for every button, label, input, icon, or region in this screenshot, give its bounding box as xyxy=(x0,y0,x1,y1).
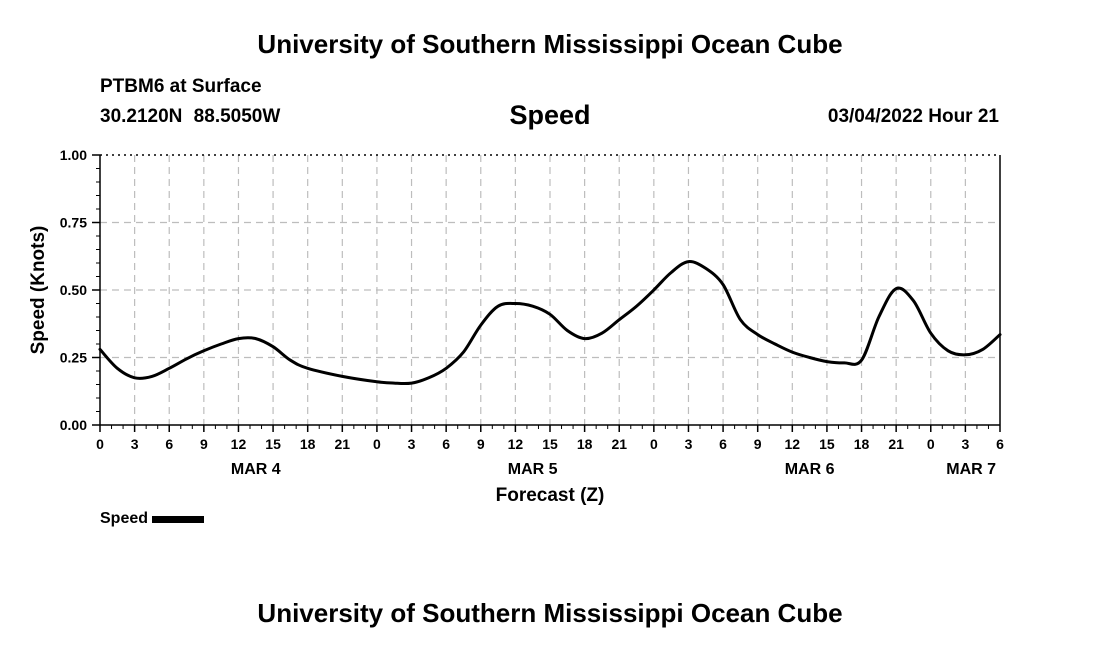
x-tick-label: 12 xyxy=(508,436,524,452)
x-tick-label: 9 xyxy=(477,436,485,452)
x-tick-label: 18 xyxy=(854,436,870,452)
x-tick-label: 18 xyxy=(577,436,593,452)
series-layer xyxy=(98,260,1002,386)
y-tick-label: 0.00 xyxy=(60,417,87,433)
date-label: MAR 5 xyxy=(508,461,558,478)
x-tick-label: 21 xyxy=(611,436,627,452)
x-axis-label: Forecast (Z) xyxy=(496,485,605,506)
x-tick-label: 3 xyxy=(408,436,416,452)
date-label: MAR 7 xyxy=(946,461,996,478)
legend-swatch xyxy=(152,515,205,523)
x-tick-label: 6 xyxy=(719,436,727,452)
x-tick-label: 0 xyxy=(927,436,935,452)
x-tick-label: 12 xyxy=(231,436,247,452)
page-title: University of Southern Mississippi Ocean… xyxy=(257,29,843,59)
footer-title: University of Southern Mississippi Ocean… xyxy=(257,598,843,628)
x-tick-label: 6 xyxy=(165,436,173,452)
date-label: MAR 6 xyxy=(785,461,835,478)
datetime-label: 03/04/2022 Hour 21 xyxy=(827,106,999,127)
y-tick-label: 0.25 xyxy=(60,350,87,366)
y-tick-label: 0.50 xyxy=(60,282,87,298)
x-tick-label: 12 xyxy=(785,436,801,452)
station-label: PTBM6 at Surface xyxy=(100,76,262,97)
x-tick-label: 3 xyxy=(961,436,969,452)
x-tick-label: 15 xyxy=(819,436,835,452)
y-tick-label: 1.00 xyxy=(60,147,87,163)
x-tick-label: 6 xyxy=(996,436,1004,452)
x-tick-label: 3 xyxy=(685,436,693,452)
x-tick-label: 9 xyxy=(754,436,762,452)
y-tick-label: 0.75 xyxy=(60,215,87,231)
x-tick-label: 15 xyxy=(542,436,558,452)
date-label: MAR 4 xyxy=(231,461,281,478)
x-tick-label: 6 xyxy=(442,436,450,452)
axis-ticks: 0.00 0.25 0.50 0.75 1.00 0 3 6 9 12 15 18 21 0 3 6 9 12 15… xyxy=(60,147,1004,478)
legend-label: Speed xyxy=(100,510,149,527)
x-tick-label: 9 xyxy=(200,436,208,452)
coordinates-label: 30.2120N 88.5050W xyxy=(100,106,281,127)
x-tick-label: 3 xyxy=(131,436,139,452)
x-tick-label: 0 xyxy=(650,436,658,452)
grid xyxy=(100,155,1000,425)
x-tick-label: 0 xyxy=(96,436,104,452)
x-tick-label: 18 xyxy=(300,436,316,452)
x-tick-label: 21 xyxy=(335,436,351,452)
x-tick-label: 21 xyxy=(888,436,904,452)
speed-series-line xyxy=(98,260,1002,386)
x-tick-label: 15 xyxy=(265,436,281,452)
legend: Speed xyxy=(100,510,205,528)
x-tick-label: 0 xyxy=(373,436,381,452)
chart-title: Speed xyxy=(509,100,591,130)
y-axis-label: Speed (Knots) xyxy=(28,226,49,355)
